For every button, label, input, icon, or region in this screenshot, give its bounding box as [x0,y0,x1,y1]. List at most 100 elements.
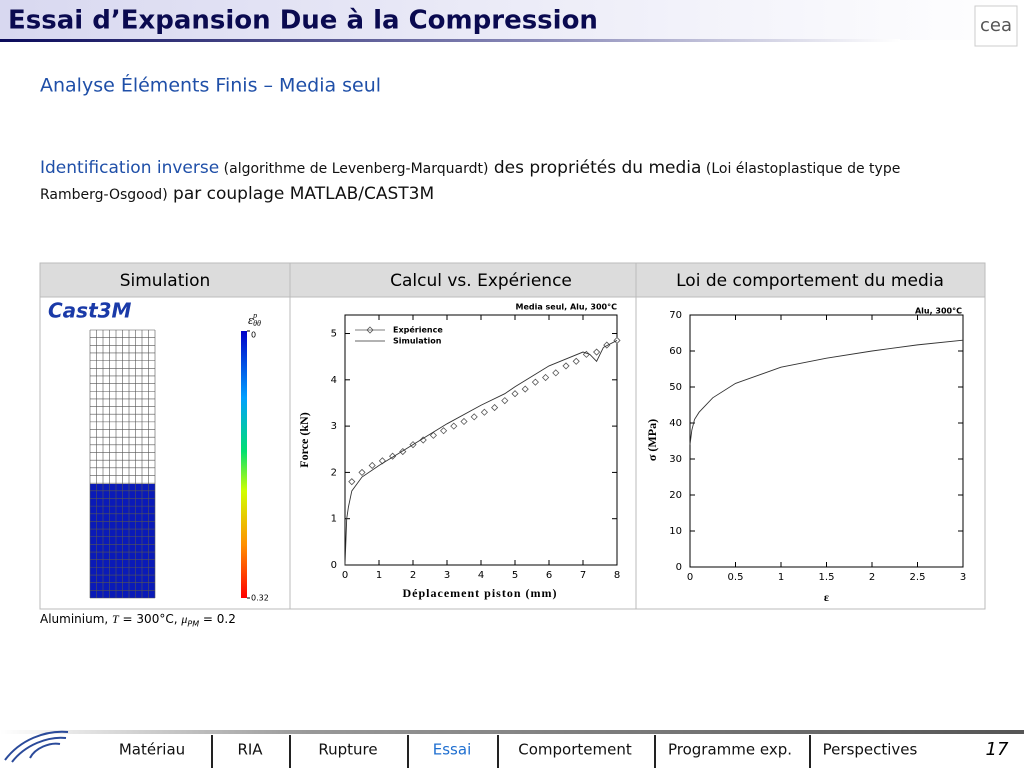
x-tick-label: 0 [687,572,693,583]
data-point [531,378,539,386]
y-axis-label: Force (kN) [297,412,311,467]
data-point [480,408,488,416]
colorbar-symbol: εp θθ [248,311,261,328]
x-tick-label: 2 [869,572,875,583]
data-point [501,397,509,405]
x-tick-label: 1 [376,570,382,581]
nav-item[interactable]: Comportement [518,741,632,759]
text: T [112,612,119,626]
data-point [450,422,458,430]
page-number: 17 [986,739,1009,760]
colorbar-label: 0 [251,331,256,340]
y-tick-label: 50 [669,382,682,393]
nav: Matériau RIA Rupture Essai Comportement Progr… [119,735,918,768]
data-point [572,357,580,365]
header-bg [0,0,1024,40]
data-point [429,431,437,439]
title: Essai d’Expansion Due à la Compression [8,6,598,36]
colorbar [241,331,247,598]
charts: Media seul, Alu, 300°C Déplacement piston… [297,303,966,604]
colorbar-ticks: 00.32 [247,330,269,603]
nav-item[interactable]: Programme exp. [668,741,792,759]
footer-logo [4,730,69,763]
y-tick-label: 40 [669,418,682,429]
plot-frame [344,314,618,566]
data-point [511,390,519,398]
data-point [348,478,356,486]
data-point [389,452,397,460]
x-tick-label: 0 [342,570,348,581]
text: μ [181,612,188,626]
x-tick-label: 4 [478,570,484,581]
y-tick-label: 0 [331,560,337,571]
x-tick-label: 3 [960,572,966,583]
text: Aluminium, [40,612,113,626]
x-tick-label: 2.5 [910,572,926,583]
data-point [399,448,407,456]
x-tick-label: 8 [614,570,620,581]
text: = 0.2 [199,612,236,626]
data-point [552,369,560,377]
text: (Loi élastoplastique de type Ramberg-Osg… [40,161,901,203]
data-point [593,348,601,356]
y-tick-label: 3 [331,421,337,432]
text: Identification inverse [40,158,220,178]
y-tick-label: 20 [669,490,682,501]
x-tick-label: 1.5 [819,572,835,583]
text: PM [187,619,200,629]
data-point [521,385,529,393]
nav-item[interactable]: Rupture [318,741,377,759]
table-header-cell: Simulation [120,271,211,291]
x-tick-label: 6 [546,570,552,581]
chart-title: Media seul, Alu, 300°C [515,303,617,312]
mesh [89,329,156,599]
x-tick-label: 7 [580,570,586,581]
nav-item[interactable]: Perspectives [823,741,918,759]
table-header [40,263,985,297]
subtitle: Analyse Éléments Finis – Media seul [40,74,381,97]
footer-bar [0,730,1024,734]
header-bar [0,39,900,42]
y-tick-label: 30 [669,454,682,465]
cast3m-logo: Cast3M [48,299,132,323]
nav-item[interactable]: Essai [433,741,471,759]
logo-box [974,5,1018,47]
data-point [603,341,611,349]
text: = 300°C, [118,612,182,626]
data-point [358,468,366,476]
text: des propriétés du media [488,158,702,178]
x-axis-label: Déplacement piston (mm) [403,586,558,600]
x-tick-label: 0.5 [728,572,744,583]
colorbar-label: 0.32 [251,594,269,603]
paragraph: Identification inverse (algorithme de Le… [40,156,940,208]
data-point [562,362,570,370]
data-point [440,427,448,435]
chart-title: Alu, 300°C [915,307,962,316]
data-point [491,404,499,412]
logo: cea [980,15,1012,36]
x-tick-label: 1 [778,572,784,583]
x-tick-label: 3 [444,570,450,581]
table-header-cell: Loi de comportement du media [676,271,944,291]
data-line [689,339,964,445]
y-axis-label: σ (MPa) [645,419,659,461]
y-tick-label: 10 [669,526,682,537]
data-line [344,340,618,566]
legend-label: Simulation [393,337,442,346]
y-tick-label: 4 [331,375,337,386]
symbol-sub: θθ [253,319,261,328]
y-tick-label: 60 [669,346,682,357]
y-tick-label: 2 [331,467,337,478]
data-point [460,417,468,426]
data-point [542,373,550,382]
nav-item[interactable]: Matériau [119,741,185,759]
caption: Aluminium, T = 300°C, μPM = 0.2 [40,612,236,628]
y-tick-label: 5 [331,329,337,340]
text: par couplage MATLAB/CAST3M [167,184,435,204]
data-point [368,461,376,470]
nav-item[interactable]: RIA [237,741,263,759]
data-point [419,436,427,444]
data-point [470,413,478,421]
